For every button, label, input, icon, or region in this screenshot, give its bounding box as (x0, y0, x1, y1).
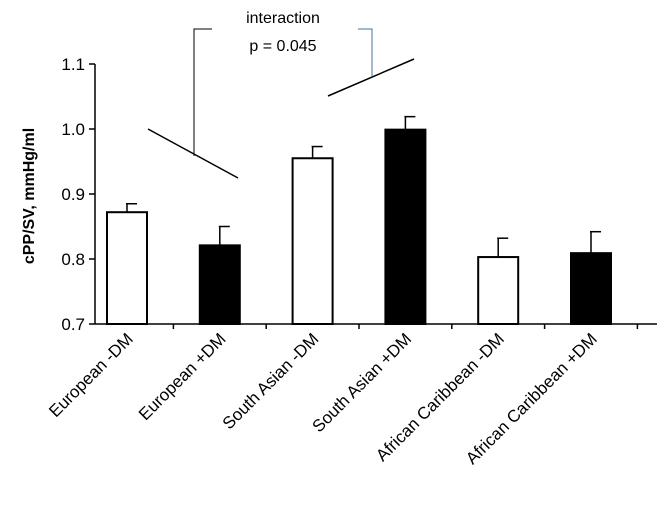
annotation-bracket-right (358, 28, 373, 76)
y-axis-ticks: 0.7 0.8 0.9 1.0 1.1 (61, 55, 95, 334)
x-category-label: South Asian +DM (309, 329, 416, 436)
bar (291, 157, 334, 325)
y-axis-title: cPP/SV, mmHg/ml (21, 128, 38, 264)
x-category-label: South Asian -DM (219, 329, 323, 433)
y-tick-label: 0.8 (61, 250, 85, 269)
y-tick-label: 0.9 (61, 185, 85, 204)
y-tick-label: 1.0 (61, 120, 85, 139)
y-tick-label: 1.1 (61, 55, 85, 74)
bar (198, 244, 241, 326)
x-category-label: European +DM (135, 329, 230, 424)
bars (106, 128, 612, 326)
european-slope-line (147, 128, 239, 179)
bar (570, 252, 612, 325)
annotation-p-value: p = 0.045 (249, 38, 316, 55)
annotation-label: interaction (246, 10, 320, 27)
error-bars (126, 115, 601, 258)
x-category-label: European -DM (45, 329, 137, 421)
south-asian-slope-line (327, 58, 415, 97)
bar (106, 211, 148, 325)
y-tick-label: 0.7 (61, 315, 85, 334)
annotation-bracket (193, 28, 212, 156)
interaction-annotation: interaction p = 0.045 (147, 10, 415, 179)
bar (384, 128, 427, 325)
bar (477, 256, 520, 325)
